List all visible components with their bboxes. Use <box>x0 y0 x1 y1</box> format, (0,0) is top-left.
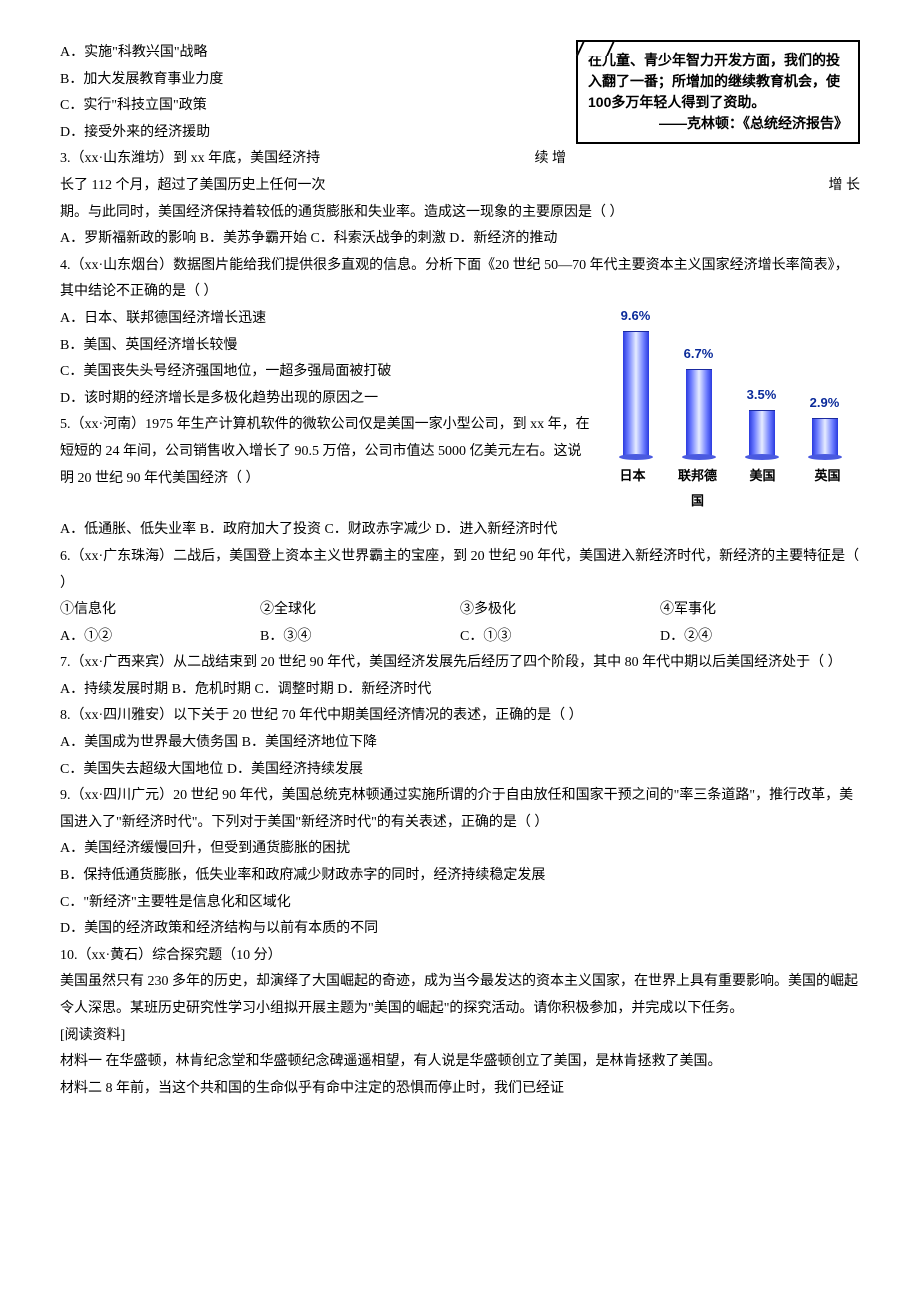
q3-stem-tail1: 续 增 <box>535 146 567 173</box>
bar-rect <box>749 410 775 457</box>
q10-material-2: 材料二 8 年前，当这个共和国的生命似乎有命中注定的恐惧而停止时，我们已经证 <box>60 1076 860 1103</box>
bar-rect <box>812 418 838 457</box>
x-label: 英国 <box>803 464 853 513</box>
q6-option-c: C．①③ <box>460 624 660 651</box>
bar-rect <box>686 369 712 457</box>
q10-read-label: [阅读资料] <box>60 1023 860 1050</box>
bar-base <box>619 454 653 460</box>
q7-stem: 7.（xx·广西来宾）从二战结束到 20 世纪 90 年代，美国经济发展先后经历… <box>60 650 860 677</box>
q6-option-a: A．①② <box>60 624 260 651</box>
q6-stem: 6.（xx·广东珠海）二战后，美国登上资本主义世界霸主的宝座，到 20 世纪 9… <box>60 544 860 597</box>
x-label: 日本 <box>608 464 658 513</box>
bar-0: 9.6% <box>611 304 661 460</box>
q10-title: 10.（xx·黄石）综合探究题（10 分） <box>60 943 860 970</box>
x-label: 联邦德国 <box>673 464 723 513</box>
q3-stem-tail2: 增 长 <box>829 173 861 200</box>
q9-option-a: A．美国经济缓慢回升，但受到通货膨胀的困扰 <box>60 836 860 863</box>
q6-stmt-1: ①信息化 <box>60 597 260 624</box>
q10-material-1: 材料一 在华盛顿，林肯纪念堂和华盛顿纪念碑遥遥相望，有人说是华盛顿创立了美国，是… <box>60 1049 860 1076</box>
q4-stem: 4.（xx·山东烟台）数据图片能给我们提供很多直观的信息。分析下面《20 世纪 … <box>60 253 860 306</box>
q9-option-b: B．保持低通货膨胀，低失业率和政府减少财政赤字的同时，经济持续稳定发展 <box>60 863 860 890</box>
q8-stem: 8.（xx·四川雅安）以下关于 20 世纪 70 年代中期美国经济情况的表述，正… <box>60 703 860 730</box>
q3-stem-part-b: 长了 112 个月，超过了美国历史上任何一次 <box>60 178 325 193</box>
growth-rate-bar-chart: 9.6%6.7%3.5%2.9% 日本联邦德国美国英国 <box>600 310 860 513</box>
q5-options: A．低通胀、低失业率 B．政府加大了投资 C．财政赤字减少 D．进入新经济时代 <box>60 517 860 544</box>
q10-paragraph: 美国虽然只有 230 多年的历史，却演绎了大国崛起的奇迹，成为当今最发达的资本主… <box>60 969 860 1022</box>
chart-x-labels: 日本联邦德国美国英国 <box>600 464 860 513</box>
q6-statements: ①信息化 ②全球化 ③多极化 ④军事化 <box>60 597 860 624</box>
q6-stmt-3: ③多极化 <box>460 597 660 624</box>
q9-stem: 9.（xx·四川广元）20 世纪 90 年代，美国总统克林顿通过实施所谓的介于自… <box>60 783 860 836</box>
q8-options-row1: A．美国成为世界最大债务国 B．美国经济地位下降 <box>60 730 860 757</box>
q6-options: A．①② B．③④ C．①③ D．②④ <box>60 624 860 651</box>
clinton-quote-box: 在儿童、青少年智力开发方面，我们的投入翻了一番；所增加的继续教育机会，使100多… <box>576 40 860 144</box>
q3-stem-part-a: 3.（xx·山东潍坊）到 xx 年底，美国经济持 <box>60 151 320 166</box>
bar-1: 6.7% <box>674 342 724 460</box>
bar-value-label: 9.6% <box>621 304 651 329</box>
bar-value-label: 6.7% <box>684 342 714 367</box>
q6-option-d: D．②④ <box>660 624 860 651</box>
bar-base <box>682 454 716 460</box>
q9-option-c: C．"新经济"主要牲是信息化和区域化 <box>60 890 860 917</box>
bar-rect <box>623 331 649 457</box>
chart-bars-area: 9.6%6.7%3.5%2.9% <box>600 310 860 460</box>
bar-3: 2.9% <box>800 391 850 460</box>
bar-base <box>808 454 842 460</box>
q9-option-d: D．美国的经济政策和经济结构与以前有本质的不同 <box>60 916 860 943</box>
quote-attribution: ——克林顿：《总统经济报告》 <box>588 113 848 134</box>
q6-option-b: B．③④ <box>260 624 460 651</box>
bar-2: 3.5% <box>737 383 787 460</box>
bar-base <box>745 454 779 460</box>
q8-options-row2: C．美国失去超级大国地位 D．美国经济持续发展 <box>60 757 860 784</box>
q6-stmt-4: ④军事化 <box>660 597 860 624</box>
q3-stem-part-c: 期。与此同时，美国经济保持着较低的通货膨胀和失业率。造成这一现象的主要原因是（ … <box>60 200 860 227</box>
q3-options: A．罗斯福新政的影响 B．美苏争霸开始 C．科索沃战争的刺激 D．新经济的推动 <box>60 226 860 253</box>
q6-stmt-2: ②全球化 <box>260 597 460 624</box>
q7-options: A．持续发展时期 B．危机时期 C．调整时期 D．新经济时代 <box>60 677 860 704</box>
bar-value-label: 2.9% <box>810 391 840 416</box>
x-label: 美国 <box>738 464 788 513</box>
bar-value-label: 3.5% <box>747 383 777 408</box>
quote-text: 在儿童、青少年智力开发方面，我们的投入翻了一番；所增加的继续教育机会，使100多… <box>588 52 840 110</box>
